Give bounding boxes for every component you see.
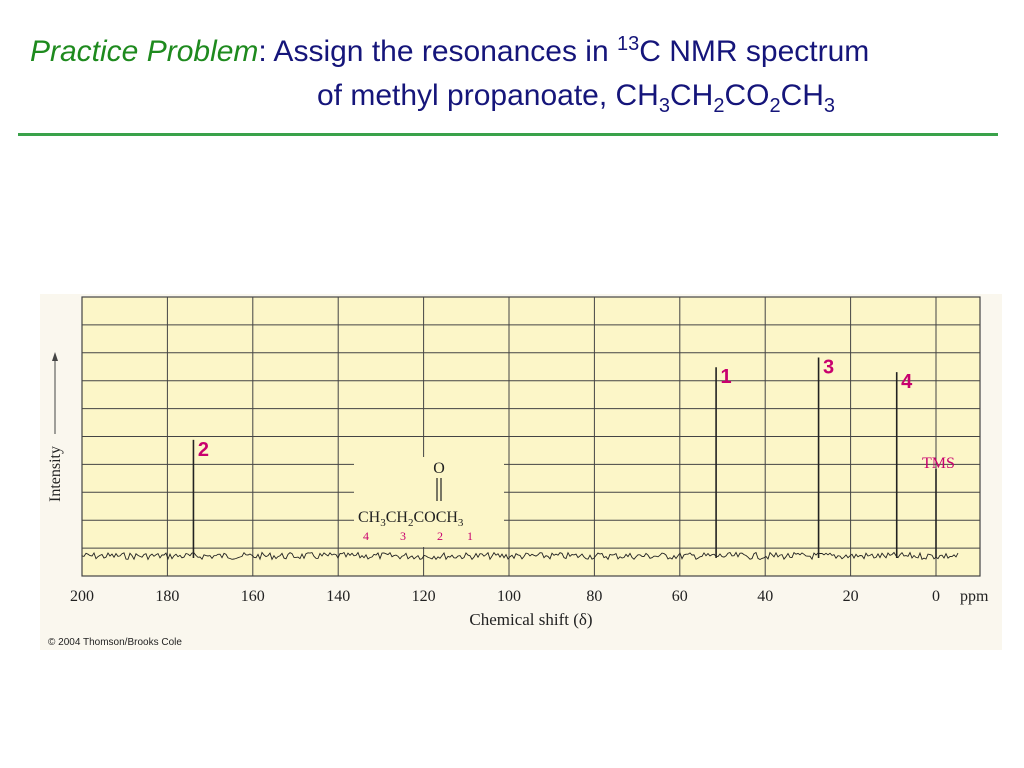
formula-group: COCH	[413, 509, 458, 526]
structure-background	[354, 457, 504, 547]
formula-sub-2: 2	[713, 95, 725, 117]
title-superscript: 13	[616, 33, 640, 55]
x-unit-label: ppm	[960, 588, 989, 605]
formula-part-3: CH	[780, 79, 824, 112]
carbon-number: 3	[400, 529, 406, 543]
x-tick-label: 20	[843, 588, 859, 605]
x-tick-label: 80	[586, 588, 602, 605]
peak-label-3: 3	[823, 357, 834, 379]
y-axis-label-group: Intensity	[47, 352, 64, 502]
peak-label-1: 1	[721, 366, 732, 388]
formula-part-1: CH	[669, 79, 714, 112]
peak-label-2: 2	[198, 439, 209, 461]
peak-label-tms: TMS	[922, 455, 955, 472]
x-tick-label: 120	[412, 588, 436, 605]
carbon-number: 2	[437, 529, 443, 543]
baseline-noise	[81, 551, 959, 561]
horizontal-gridlines	[82, 324, 980, 549]
x-tick-label: 180	[155, 588, 179, 605]
formula-subscript: 2	[408, 517, 414, 529]
copyright-notice: © 2004 Thomson/Brooks Cole	[48, 637, 182, 648]
x-tick-label: 0	[932, 588, 940, 605]
title-practice-problem: Practice Problem	[30, 35, 259, 68]
up-arrow-icon	[52, 352, 58, 361]
x-tick-label: 40	[757, 588, 773, 605]
title-line-1: Practice Problem: Assign the resonances …	[30, 30, 869, 74]
title-text-end: C NMR spectrum	[639, 35, 870, 68]
x-tick-label: 100	[497, 588, 521, 605]
peaks	[192, 357, 937, 558]
formula-subscript: 3	[458, 517, 464, 529]
y-axis-label: Intensity	[47, 446, 64, 502]
formula-sub-4: 3	[823, 95, 836, 117]
nmr-figure: 2 1 3 4 TMS 200 180 160 140 120 100 80 60 40 20 0 ppm …	[40, 294, 1002, 650]
formula-group: CH	[386, 509, 409, 526]
plot-frame	[81, 296, 981, 577]
carbon-number: 4	[363, 529, 369, 543]
formula-sub-3: 2	[769, 95, 781, 117]
formula-sub-1: 3	[658, 95, 670, 117]
x-tick-label: 200	[70, 588, 94, 605]
peak-labels: 2 1 3 4 TMS	[198, 357, 955, 472]
title-line-2: of methyl propanoate, CH3CH2CO2CH3	[317, 74, 835, 118]
title-line2-text: of methyl propanoate, CH	[317, 79, 659, 112]
carbon-number: 1	[467, 529, 473, 543]
structure-formula: CH3CH2COCH3	[358, 509, 464, 529]
peak-label-4: 4	[901, 371, 913, 393]
formula-part-2: CO	[724, 79, 770, 112]
x-tick-label: 160	[241, 588, 265, 605]
x-tick-label: 140	[326, 588, 350, 605]
x-tick-label: 60	[672, 588, 688, 605]
title-text: : Assign the resonances in	[258, 35, 617, 68]
formula-subscript: 3	[380, 517, 386, 529]
x-axis-label: Chemical shift (δ)	[469, 610, 592, 629]
title-divider	[18, 133, 998, 136]
oxygen-label: O	[433, 460, 445, 477]
formula-group: CH	[358, 509, 381, 526]
x-tick-labels: 200 180 160 140 120 100 80 60 40 20 0	[70, 588, 940, 605]
